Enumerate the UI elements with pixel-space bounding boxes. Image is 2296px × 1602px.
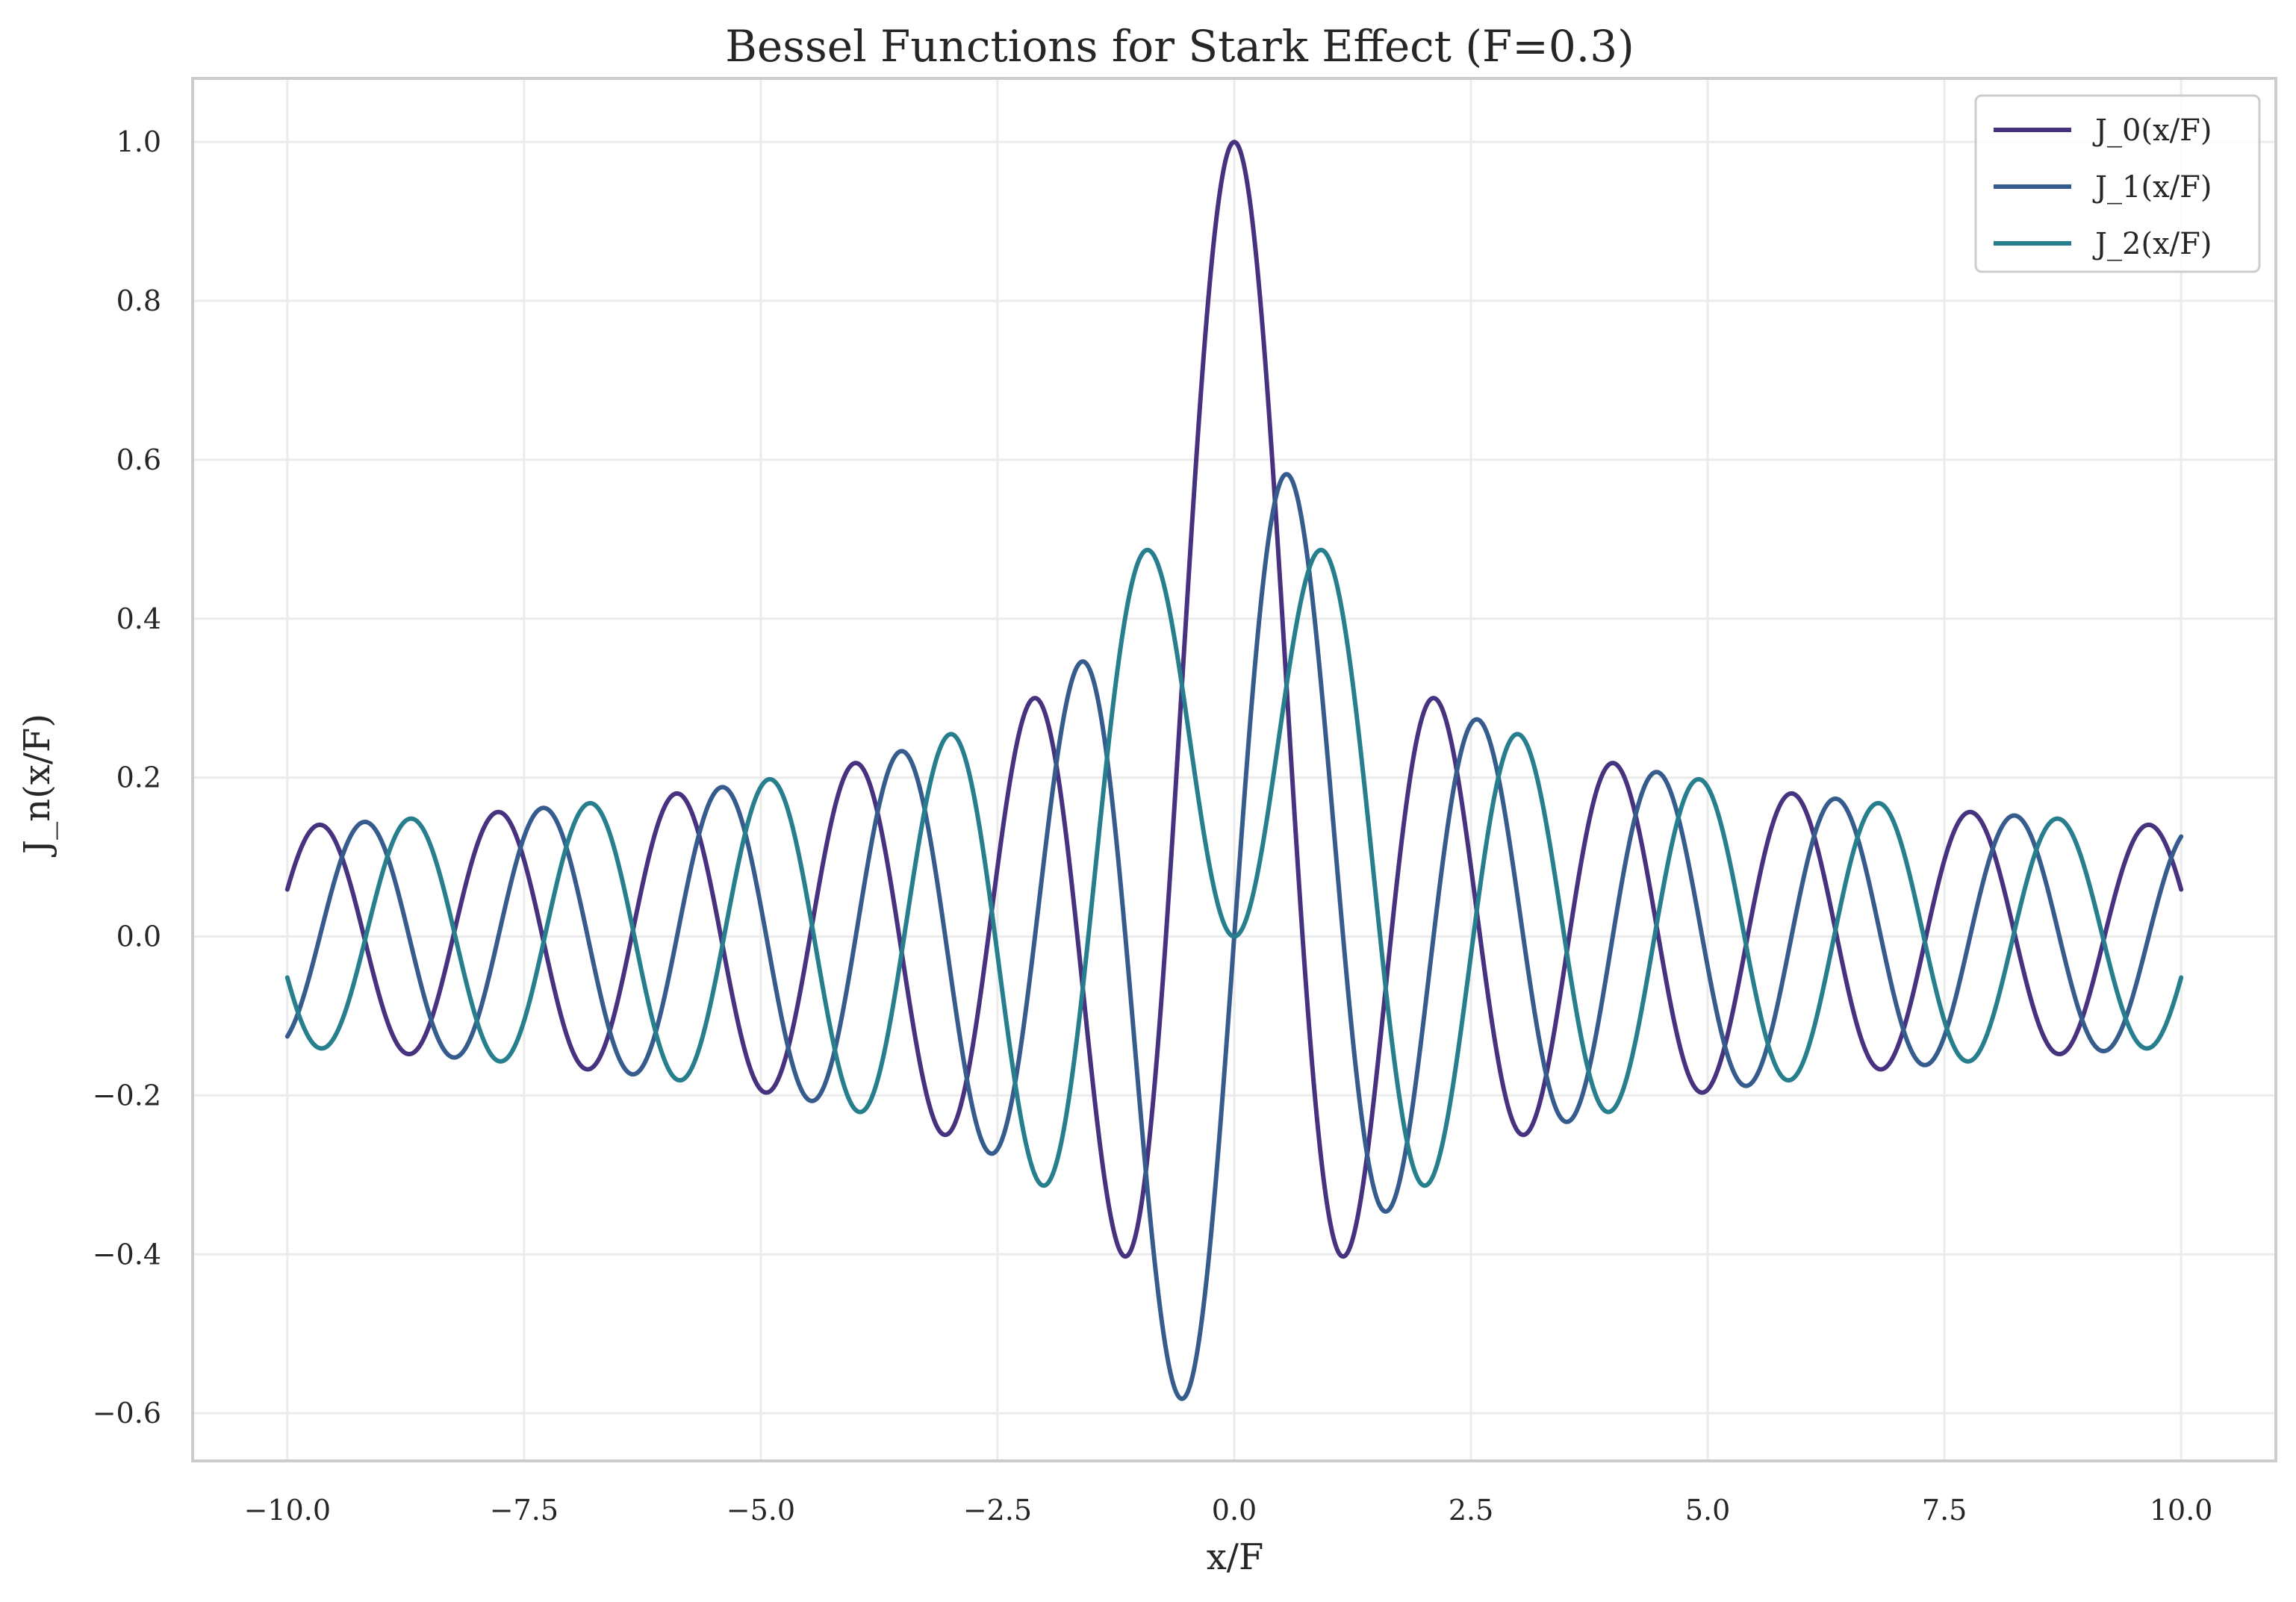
- y-tick-label: 0.4: [116, 602, 161, 635]
- chart-title: Bessel Functions for Stark Effect (F=0.3…: [725, 21, 1634, 72]
- y-tick-label: 1.0: [116, 125, 161, 158]
- x-tick-label: 10.0: [2150, 1494, 2213, 1527]
- x-tick-label: 0.0: [1212, 1494, 1257, 1527]
- series-line-j0: [284, 140, 2184, 1259]
- y-tick-label: −0.4: [93, 1238, 161, 1271]
- legend-label-j0: J_0(x/F): [2092, 113, 2212, 148]
- x-tick-label: 7.5: [1922, 1494, 1967, 1527]
- x-tick-label: 2.5: [1449, 1494, 1493, 1527]
- series-line-j2: [284, 547, 2184, 1188]
- x-axis-label: x/F: [1207, 1536, 1264, 1578]
- legend-label-j2: J_2(x/F): [2092, 227, 2212, 261]
- y-tick-label: −0.2: [93, 1079, 161, 1112]
- x-tick-label: −2.5: [963, 1494, 1032, 1527]
- y-tick-label: 0.2: [116, 761, 161, 794]
- x-tick-label: 5.0: [1685, 1494, 1730, 1527]
- y-tick-label: −0.6: [93, 1397, 161, 1430]
- x-tick-label: −10.0: [244, 1494, 331, 1527]
- x-tick-label: −5.0: [727, 1494, 795, 1527]
- plot-frame: [191, 77, 2277, 1462]
- grid: [193, 78, 2276, 1461]
- legend-box: [1974, 94, 2261, 273]
- y-tick-label: 0.6: [116, 443, 161, 476]
- y-tick-label: 0.8: [116, 284, 161, 317]
- legend-label-j1: J_1(x/F): [2092, 170, 2212, 205]
- y-tick-label: 0.0: [116, 920, 161, 953]
- x-axis-ticks: −10.0 −7.5 −5.0 −2.5 0.0 2.5 5.0 7.5 10.0: [244, 1494, 2213, 1527]
- series-lines: [284, 140, 2184, 1401]
- y-axis-ticks: −0.6 −0.4 −0.2 0.0 0.2 0.4 0.6 0.8 1.0: [93, 125, 161, 1430]
- y-axis-label: J_n(x/F): [16, 714, 58, 858]
- x-tick-label: −7.5: [490, 1494, 559, 1527]
- legend: J_0(x/F) J_1(x/F) J_2(x/F): [1974, 94, 2261, 273]
